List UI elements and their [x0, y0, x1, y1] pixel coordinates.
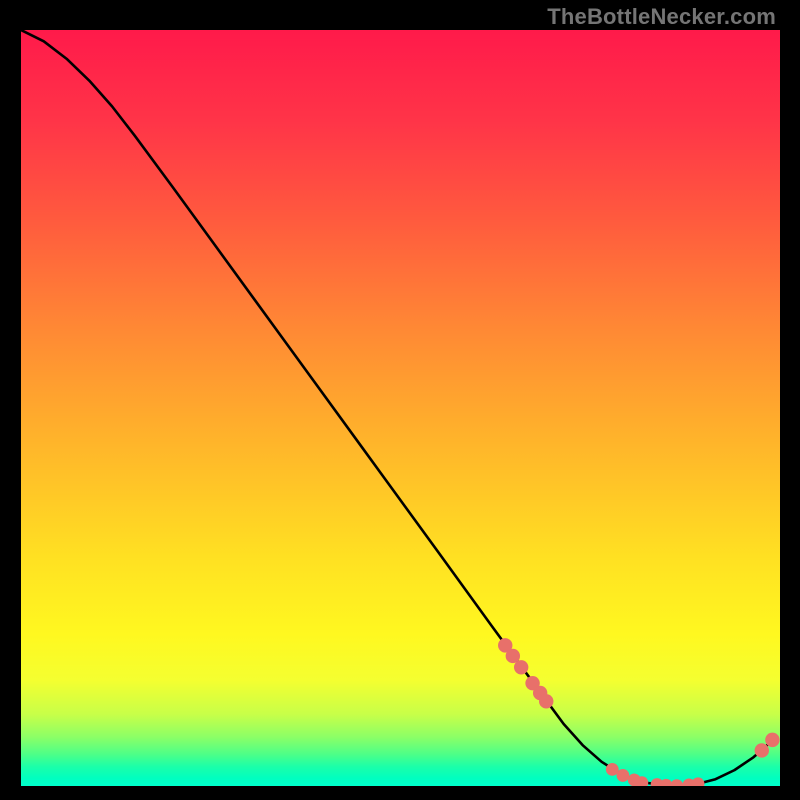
data-point: [755, 743, 769, 757]
data-point: [539, 694, 553, 708]
data-point: [616, 769, 629, 782]
gradient-background: [21, 30, 780, 786]
chart-svg: [21, 30, 780, 786]
watermark-text: TheBottleNecker.com: [547, 4, 776, 30]
data-point: [514, 660, 528, 674]
data-point: [765, 733, 779, 747]
plot-area: [21, 30, 780, 786]
